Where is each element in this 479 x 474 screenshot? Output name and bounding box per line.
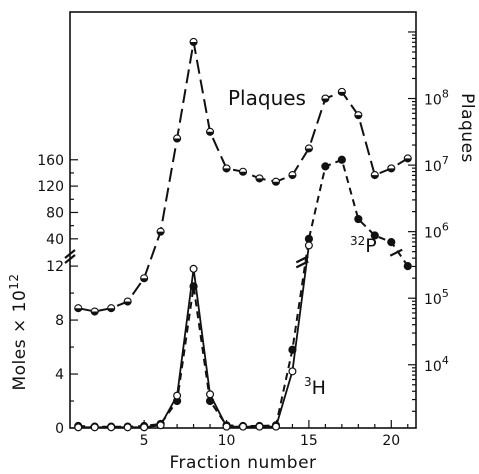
right-tick-label-exponent: 7 [442, 154, 449, 167]
series-line-plaques [78, 41, 409, 313]
data-point-plaques-fill [74, 308, 82, 312]
left-upper-tick-label: 40 [46, 232, 64, 248]
x-tick-label: 10 [218, 433, 236, 449]
data-point-plaques-fill [288, 175, 296, 179]
data-point-3h [206, 390, 215, 399]
data-point-3h [156, 421, 165, 430]
left-upper-tick-label: 160 [37, 153, 64, 169]
data-point-3h [123, 423, 132, 432]
series-break [389, 248, 403, 257]
data-point-plaques-fill [321, 98, 329, 103]
right-tick-label-exponent: 5 [442, 287, 449, 300]
left-lower-tick-label: 8 [55, 313, 64, 329]
right-tick-label: 105 [424, 287, 449, 308]
series-label-3h: 3H [304, 375, 326, 399]
series-label-plaques: Plaques [228, 86, 306, 110]
x-tick-label: 5 [140, 433, 149, 449]
left-axis-title-exponent: 12 [7, 273, 21, 289]
right-tick-label: 107 [424, 154, 449, 175]
data-point-32p [354, 214, 363, 224]
data-point-3h [189, 264, 198, 273]
data-point-32p [304, 234, 314, 243]
data-point-plaques-fill [190, 41, 198, 46]
data-point-plaques-fill [354, 115, 362, 119]
data-point-3h [74, 423, 83, 432]
series-label-32p: 32P [350, 234, 377, 257]
data-point-3h [107, 423, 116, 432]
data-point-plaques-fill [305, 148, 313, 152]
data-point-plaques-fill [124, 301, 132, 306]
left-axis-break [64, 249, 76, 259]
right-tick-label-exponent: 4 [442, 354, 449, 367]
left-upper-tick-label: 80 [46, 205, 64, 221]
data-point-32p [370, 231, 379, 240]
x-tick-label: 20 [382, 433, 400, 449]
data-point-3h [304, 241, 313, 250]
data-point-32p [387, 238, 396, 247]
data-point-3h [140, 423, 149, 432]
data-point-plaques-fill [255, 178, 263, 182]
left-axis-break [64, 254, 76, 264]
left-axis-title-base: Moles × 10 [10, 290, 30, 391]
data-point-32p [337, 155, 346, 164]
x-tick-label: 15 [300, 433, 318, 449]
data-point-plaques-fill [157, 231, 165, 236]
right-tick-label-base: 10 [424, 292, 442, 308]
data-point-plaques-fill [173, 138, 181, 142]
plot-frame [69, 11, 417, 429]
right-tick-label-exponent: 8 [442, 88, 449, 101]
left-axis-title: Moles × 1012 [7, 273, 30, 390]
series-label-32p-sup: 32 [350, 234, 365, 248]
data-point-plaques-fill [239, 171, 247, 176]
data-point-3h [271, 422, 280, 431]
right-tick-label-base: 10 [424, 159, 442, 175]
data-point-plaques-fill [223, 168, 231, 172]
left-upper-tick-label: 120 [37, 179, 64, 195]
series-label-32p-base: P [365, 235, 376, 257]
data-point-plaques-fill [206, 131, 214, 136]
x-axis-title: Fraction number [169, 453, 316, 473]
data-point-plaques-fill [272, 181, 280, 186]
data-point-plaques-fill [404, 158, 412, 162]
left-lower-tick-label: 0 [55, 421, 64, 437]
axis-break-marks [64, 248, 403, 269]
right-tick-label-exponent: 6 [442, 221, 449, 234]
data-point-3h [255, 422, 264, 431]
left-lower-tick-label: 4 [55, 367, 64, 383]
data-point-plaques-fill [91, 311, 99, 316]
right-tick-label: 104 [424, 354, 449, 375]
data-point-3h [90, 423, 99, 432]
data-point-3h [239, 422, 248, 431]
right-tick-label-base: 10 [424, 226, 442, 242]
data-point-3h [173, 391, 182, 400]
data-point-32p [321, 162, 330, 171]
right-axis-title: Plaques [457, 93, 477, 163]
right-tick-label-base: 10 [424, 359, 442, 375]
data-point-plaques-fill [387, 168, 395, 172]
data-point-3h [222, 422, 231, 431]
data-point-3h [288, 367, 297, 376]
left-lower-tick-label: 12 [46, 259, 64, 275]
series-layer [74, 37, 412, 432]
data-point-plaques-fill [140, 278, 148, 282]
right-tick-label-base: 10 [424, 93, 442, 109]
right-tick-label: 108 [424, 88, 449, 109]
data-point-32p [403, 261, 412, 271]
series-label-3h-base: H [312, 377, 326, 399]
data-point-plaques-fill [371, 175, 379, 179]
right-tick-label: 106 [424, 221, 449, 242]
data-point-plaques-fill [338, 91, 346, 96]
series-label-3h-sup: 3 [304, 375, 312, 389]
data-point-plaques-fill [107, 308, 115, 312]
series-line-32p [78, 158, 409, 428]
